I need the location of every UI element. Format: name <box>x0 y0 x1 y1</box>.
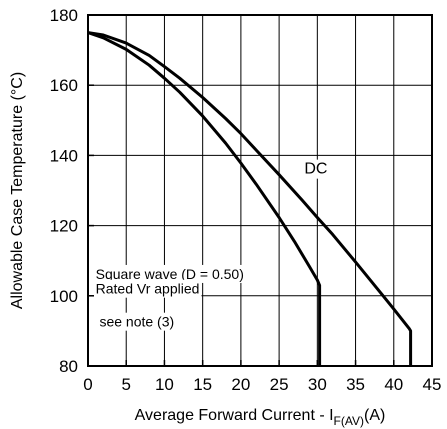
x-tick-label: 15 <box>193 375 212 394</box>
x-axis-title: Average Forward Current - IF(AV)(A) <box>135 407 386 428</box>
x-tick-label: 30 <box>308 375 327 394</box>
grid <box>88 15 432 366</box>
annotation-1: Rated Vr applied <box>96 281 200 297</box>
y-tick-label: 180 <box>50 6 78 25</box>
ticks <box>87 14 433 367</box>
x-tick-label: 5 <box>121 375 130 394</box>
x-tick-label: 20 <box>231 375 250 394</box>
annotation-background <box>93 264 246 283</box>
x-tick-label: 10 <box>155 375 174 394</box>
labels: 0 5 10 15 20 25 30 35 40 45 80 100 120 140 160 180 DC <box>50 6 442 394</box>
y-tick-label: 100 <box>50 287 78 306</box>
y-tick-label: 160 <box>50 76 78 95</box>
curve-label-dc: DC <box>304 161 327 178</box>
y-axis-title: Allowable Case Temperature (°C) <box>9 72 26 309</box>
y-tick-label: 80 <box>59 357 78 376</box>
annotation-background <box>93 279 202 298</box>
annotation-2: see note (3) <box>99 314 174 330</box>
annotations: Square wave (D = 0.50)Rated Vr applied se… <box>93 264 246 331</box>
series-line-dc <box>87 31 413 366</box>
y-tick-label: 120 <box>50 217 78 236</box>
y-tick-label: 140 <box>50 146 78 165</box>
x-tick-label: 25 <box>270 375 289 394</box>
annotation-background <box>97 312 177 331</box>
series-line-square-wave <box>87 31 322 366</box>
x-tick-label: 35 <box>346 375 365 394</box>
annotation-0: Square wave (D = 0.50) <box>96 266 244 282</box>
x-tick-label: 0 <box>83 375 92 394</box>
series-layer <box>87 31 413 366</box>
x-tick-label: 45 <box>423 375 442 394</box>
curve-label-background <box>301 159 331 179</box>
x-axis-title-main: Average Forward Current - I <box>135 407 334 424</box>
x-tick-label: 40 <box>384 375 403 394</box>
plot-frame <box>87 14 433 367</box>
x-axis-title-unit: (A) <box>364 407 385 424</box>
x-axis-title-subscript: F(AV) <box>334 414 364 428</box>
